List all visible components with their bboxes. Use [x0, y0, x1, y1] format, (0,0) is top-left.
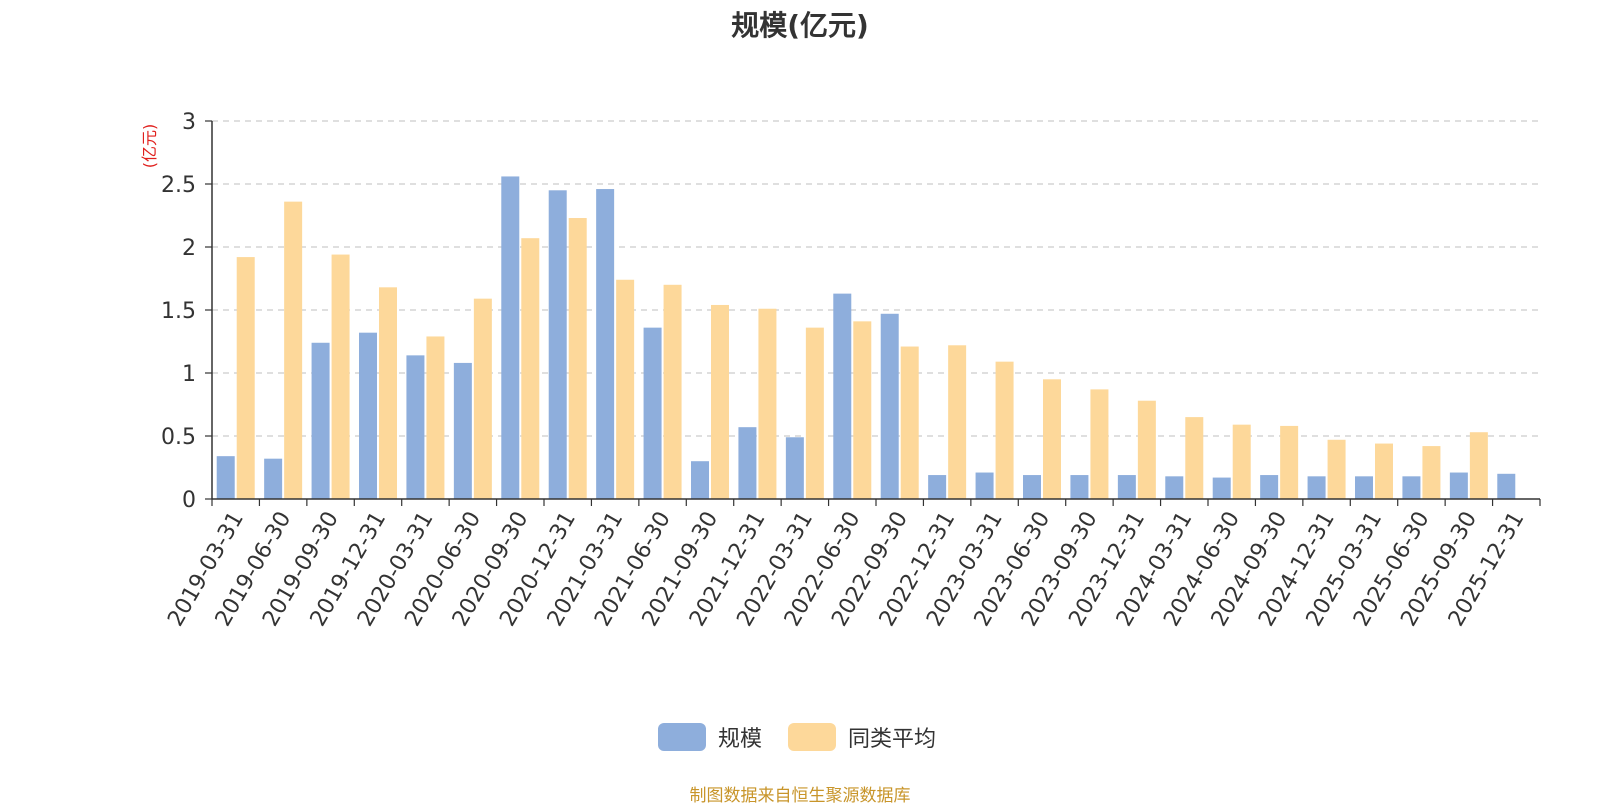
- bar-average: [379, 287, 397, 499]
- bar-average: [284, 201, 303, 499]
- source-note: 制图数据来自恒生聚源数据库: [689, 786, 911, 806]
- bar-average: [805, 327, 824, 499]
- bar-scale: [975, 472, 994, 499]
- bar-scale: [1307, 476, 1326, 499]
- bar-average: [948, 345, 967, 499]
- bar-average: [1422, 446, 1441, 499]
- bar-scale: [1023, 475, 1041, 499]
- bar-average: [853, 321, 872, 499]
- bar-average: [473, 298, 492, 499]
- axes: [205, 120, 1541, 506]
- bar-scale: [216, 456, 235, 499]
- bar-average: [331, 254, 350, 499]
- legend-label-average: 同类平均: [848, 727, 937, 752]
- bar-scale: [311, 342, 330, 499]
- bar-average: [426, 336, 445, 499]
- bar-scale: [453, 362, 472, 499]
- bar-scale: [1355, 476, 1373, 499]
- bar-average: [663, 284, 682, 499]
- bar-scale: [738, 427, 757, 499]
- bar-average: [1280, 425, 1299, 499]
- legend-item-average[interactable]: 同类平均: [788, 722, 936, 752]
- bar-average: [900, 346, 919, 499]
- bar-scale: [691, 461, 709, 499]
- bar-scale: [406, 355, 425, 499]
- bar-average: [236, 257, 255, 499]
- bar-scale: [643, 327, 662, 499]
- bar-average: [1090, 389, 1109, 499]
- chart-title: 规模(亿元): [731, 9, 869, 42]
- y-tick-label: 0: [182, 488, 196, 513]
- bar-average: [1469, 432, 1488, 499]
- legend-label-scale: 规模: [718, 727, 763, 752]
- y-tick-label: 3: [182, 110, 196, 135]
- bar-scale: [785, 437, 804, 499]
- legend-swatch-scale: [658, 723, 706, 751]
- y-tick-label: 0.5: [161, 425, 196, 450]
- y-tick-label: 1.5: [161, 299, 196, 324]
- bar-average: [1185, 417, 1204, 499]
- bar-scale: [359, 332, 377, 499]
- bar-scale: [501, 176, 520, 499]
- bar-average: [1137, 400, 1156, 499]
- bar-scale: [928, 475, 947, 499]
- y-tick-label: 1: [182, 362, 196, 387]
- legend-item-scale[interactable]: 规模: [658, 722, 762, 752]
- bar-average: [521, 238, 540, 499]
- bar-average: [711, 304, 729, 499]
- y-tick-label: 2.5: [161, 173, 196, 198]
- bar-average: [1375, 443, 1393, 499]
- bar-scale: [596, 189, 615, 500]
- bar-scale: [1070, 475, 1089, 499]
- bar-scale: [1165, 476, 1184, 499]
- bars: [216, 176, 1516, 500]
- bar-scale: [1402, 476, 1421, 499]
- bar-scale: [880, 313, 899, 499]
- bar-average: [616, 279, 635, 499]
- bar-average: [568, 218, 587, 499]
- bar-scale: [1117, 475, 1136, 499]
- bar-average: [758, 308, 777, 499]
- y-tick-label: 2: [182, 236, 196, 261]
- bar-average: [1043, 379, 1061, 499]
- bar-average: [1327, 439, 1346, 499]
- bar-scale: [1260, 475, 1279, 499]
- y-axis-unit-label: (亿元): [140, 124, 159, 169]
- legend-swatch-average: [788, 723, 836, 751]
- bar-scale: [264, 458, 283, 499]
- bar-average: [995, 361, 1014, 499]
- bar-scale: [1212, 477, 1231, 499]
- bar-scale: [1449, 472, 1468, 499]
- bar-average: [1232, 424, 1251, 499]
- bar-scale: [1497, 473, 1516, 499]
- bar-scale: [548, 190, 567, 500]
- bar-scale: [833, 293, 852, 499]
